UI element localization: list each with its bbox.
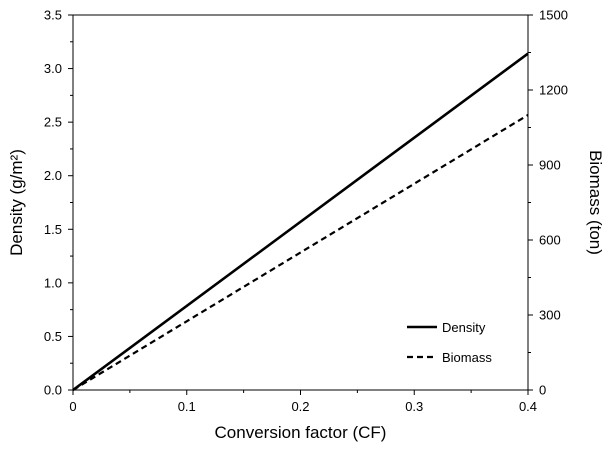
y-right-tick-label: 600 bbox=[539, 233, 561, 248]
x-tick-label: 0.2 bbox=[291, 399, 309, 414]
y-left-tick-label: 2.5 bbox=[44, 115, 62, 130]
x-tick-label: 0 bbox=[69, 399, 76, 414]
legend-label-biomass: Biomass bbox=[442, 350, 492, 365]
legend: Density Biomass bbox=[407, 320, 492, 365]
y-left-tick-label: 1.5 bbox=[44, 222, 62, 237]
y-axis-left-label: Density (g/m²) bbox=[7, 149, 26, 256]
x-tick-label: 0.3 bbox=[405, 399, 423, 414]
x-tick-label: 0.1 bbox=[178, 399, 196, 414]
y-left-tick-label: 3.0 bbox=[44, 61, 62, 76]
y-left-tick-label: 0.0 bbox=[44, 383, 62, 398]
y-axis-right-label: Biomass (ton) bbox=[586, 150, 604, 255]
series-layer bbox=[72, 52, 529, 392]
y-right-tick-label: 300 bbox=[539, 308, 561, 323]
legend-label-density: Density bbox=[442, 320, 486, 335]
x-tick-label: 0.4 bbox=[519, 399, 537, 414]
series-line-biomass bbox=[72, 114, 529, 391]
y-left-tick-label: 3.5 bbox=[44, 8, 62, 23]
tick-layer: 0 0.1 0.2 0.3 0.4 0.0 0.5 1.0 1.5 2.0 2.5 3.0 3.5 0 30… bbox=[44, 8, 568, 415]
plot-frame bbox=[72, 14, 529, 391]
y-right-tick-label: 900 bbox=[539, 158, 561, 173]
x-axis-label: Conversion factor (CF) bbox=[215, 423, 387, 442]
y-right-tick-label: 1500 bbox=[539, 8, 568, 23]
y-right-tick-label: 1200 bbox=[539, 83, 568, 98]
y-left-tick-label: 2.0 bbox=[44, 168, 62, 183]
y-left-tick-label: 1.0 bbox=[44, 275, 62, 290]
y-right-tick-label: 0 bbox=[539, 383, 546, 398]
y-left-tick-label: 0.5 bbox=[44, 329, 62, 344]
series-line-density bbox=[72, 52, 529, 392]
